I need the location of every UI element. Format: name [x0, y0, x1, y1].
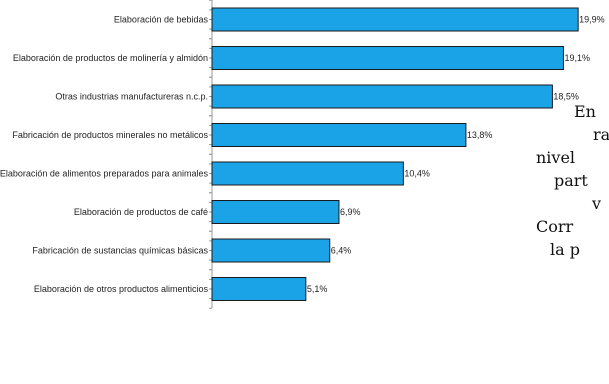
bar-5	[211, 200, 340, 224]
category-label: Elaboración de alimentos preparados para…	[0, 169, 209, 179]
side-text-line: ra	[593, 125, 609, 144]
side-text-line: nivel	[536, 148, 576, 167]
side-text-line: la p	[550, 240, 580, 259]
side-text-line: part	[554, 171, 588, 190]
bar-1	[211, 46, 564, 70]
value-label: 10,4%	[404, 169, 430, 179]
bar-4	[211, 161, 404, 186]
value-label: 19,1%	[564, 53, 590, 63]
bar-3	[211, 123, 467, 147]
side-text-line: v	[592, 194, 602, 213]
category-label: Fabricación de sustancias químicas básic…	[32, 246, 208, 256]
bar-2	[211, 84, 553, 109]
value-label: 18,5%	[553, 92, 579, 102]
category-label: Fabricación de productos minerales no me…	[12, 130, 208, 140]
bar-7	[211, 277, 307, 301]
value-label: 13,8%	[467, 130, 493, 140]
side-text-line: En	[574, 102, 596, 121]
category-label: Otras industrias manufactureras n.c.p.	[55, 92, 208, 102]
side-text-line: Corr	[536, 217, 574, 236]
category-label: Elaboración de productos de café	[74, 207, 208, 217]
side-paragraph: En ra nivel part v Corr la p	[536, 102, 609, 302]
value-label: 6,9%	[340, 207, 361, 217]
category-label: Elaboración de productos de molinería y …	[13, 53, 208, 63]
bar-0	[211, 7, 579, 32]
value-label: 6,4%	[331, 246, 352, 256]
category-label: Elaboración de bebidas	[114, 15, 209, 25]
value-label: 19,9%	[579, 15, 605, 25]
category-label: Elaboración de otros productos alimentic…	[34, 284, 209, 294]
value-label: 5,1%	[307, 284, 328, 294]
bar-6	[211, 238, 331, 263]
